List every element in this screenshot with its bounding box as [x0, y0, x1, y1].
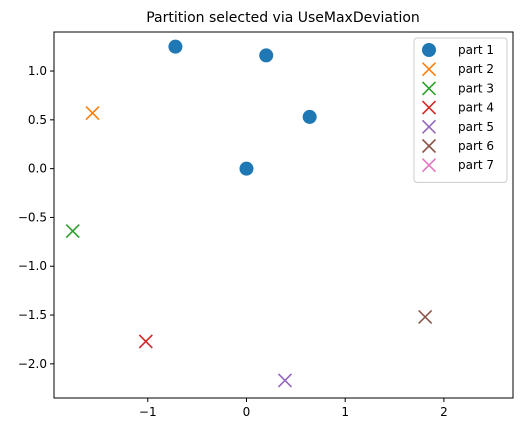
- legend: part 1 part 2 part 3 part 4 part 5 part 6 part…: [414, 38, 507, 182]
- data-point: [419, 310, 432, 323]
- data-point: [239, 162, 253, 176]
- y-tick-label: 1.0: [28, 64, 47, 78]
- legend-label: part 2: [458, 62, 494, 76]
- y-tick-label: −0.5: [18, 210, 47, 224]
- x-tick-label: −1: [139, 405, 157, 419]
- x-tick-label: 1: [341, 405, 349, 419]
- legend-label: part 7: [458, 158, 494, 172]
- chart-title: Partition selected via UseMaxDeviation: [146, 10, 420, 26]
- data-point: [66, 225, 79, 238]
- data-point: [259, 48, 273, 62]
- y-tick-label: 0.5: [28, 113, 47, 127]
- legend-label: part 4: [458, 101, 494, 115]
- data-points: [66, 40, 431, 387]
- legend-marker: [422, 43, 436, 57]
- x-axis: −1 0 1 2: [139, 398, 448, 419]
- y-tick-label: −2.0: [18, 357, 47, 371]
- x-tick-label: 0: [243, 405, 251, 419]
- y-tick-label: −1.0: [18, 259, 47, 273]
- legend-label: part 1: [458, 43, 494, 57]
- data-point: [86, 107, 99, 120]
- y-axis: −2.0 −1.5 −1.0 −0.5 0.0 0.5 1.0: [18, 64, 54, 371]
- data-point: [278, 374, 291, 387]
- legend-label: part 6: [458, 139, 494, 153]
- legend-label: part 3: [458, 81, 494, 95]
- x-tick-label: 2: [440, 405, 448, 419]
- data-point: [139, 335, 152, 348]
- y-tick-label: 0.0: [28, 162, 47, 176]
- data-point: [168, 40, 182, 54]
- legend-label: part 5: [458, 120, 494, 134]
- y-tick-label: −1.5: [18, 308, 47, 322]
- data-point: [303, 110, 317, 124]
